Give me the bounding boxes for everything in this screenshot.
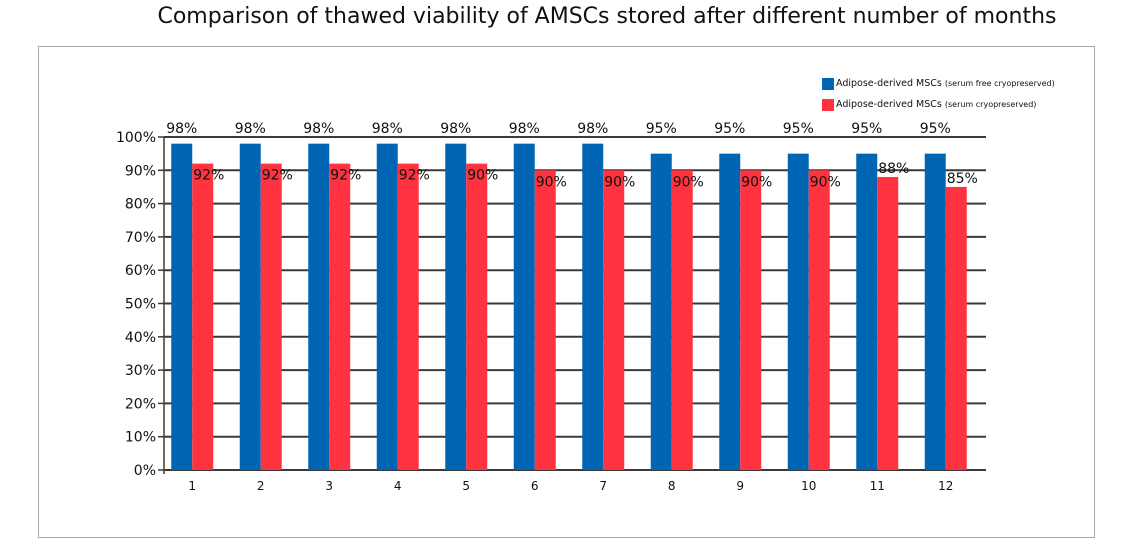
data-label-serum: 90%: [536, 174, 567, 190]
chart-title: Comparison of thawed viability of AMSCs …: [157, 4, 1057, 29]
bar-serum: [945, 186, 967, 470]
legend-swatch-serum: [822, 98, 834, 111]
x-tick-label: 3: [325, 479, 333, 493]
y-tick-label: 100%: [116, 130, 156, 146]
data-label-serum-free: 98%: [166, 121, 197, 137]
bar-serum-free: [924, 153, 946, 470]
bar-serum-free: [787, 153, 809, 470]
bar-serum-free: [719, 153, 741, 470]
x-tick-label: 12: [938, 479, 953, 493]
data-label-serum: 88%: [878, 161, 909, 177]
bar-serum: [397, 163, 419, 470]
x-tick-label: 5: [462, 479, 470, 493]
bar-serum-free: [376, 143, 398, 470]
bar-serum-free: [513, 143, 535, 470]
data-label-serum: 92%: [262, 168, 293, 184]
y-tick-label: 20%: [125, 396, 156, 412]
data-label-serum: 92%: [399, 168, 430, 184]
bar-serum: [808, 170, 830, 471]
x-tick-label: 7: [599, 479, 607, 493]
x-tick-label: 6: [531, 479, 539, 493]
y-tick-label: 70%: [125, 230, 156, 246]
bar-serum: [260, 163, 282, 470]
data-label-serum-free: 95%: [783, 121, 814, 137]
data-label-serum-free: 98%: [235, 121, 266, 137]
legend: Adipose-derived MSCs (serum free cryopre…: [822, 73, 1055, 115]
legend-item-serum-free: Adipose-derived MSCs (serum free cryopre…: [822, 73, 1055, 94]
bar-serum: [466, 163, 488, 470]
bar-serum-free: [171, 143, 193, 470]
bar-serum-free: [239, 143, 261, 470]
bar-serum-free: [650, 153, 672, 470]
data-label-serum: 92%: [193, 168, 224, 184]
data-label-serum: 90%: [673, 174, 704, 190]
data-label-serum-free: 95%: [714, 121, 745, 137]
y-tick-label: 80%: [125, 197, 156, 213]
bar-serum: [603, 170, 625, 471]
x-tick-label: 10: [801, 479, 816, 493]
data-label-serum-free: 98%: [577, 121, 608, 137]
x-tick-label: 2: [257, 479, 265, 493]
y-tick-label: 40%: [125, 330, 156, 346]
bar-serum: [534, 170, 556, 471]
data-label-serum-free: 95%: [646, 121, 677, 137]
y-tick-label: 0%: [134, 463, 156, 479]
y-tick-label: 60%: [125, 263, 156, 279]
bar-serum: [740, 170, 762, 471]
y-tick-label: 30%: [125, 363, 156, 379]
data-label-serum: 90%: [467, 168, 498, 184]
data-label-serum: 85%: [947, 171, 978, 187]
data-label-serum: 90%: [810, 174, 841, 190]
bar-serum-free: [856, 153, 878, 470]
legend-swatch-serum-free: [822, 77, 834, 90]
data-label-serum-free: 98%: [509, 121, 540, 137]
x-tick-label: 1: [188, 479, 196, 493]
bar-serum-free: [445, 143, 467, 470]
data-label-serum-free: 95%: [851, 121, 882, 137]
y-tick-label: 50%: [125, 297, 156, 313]
y-tick-label: 10%: [125, 430, 156, 446]
data-label-serum-free: 95%: [920, 121, 951, 137]
bar-serum: [192, 163, 214, 470]
legend-item-serum: Adipose-derived MSCs (serum cryopreserve…: [822, 94, 1055, 115]
data-label-serum-free: 98%: [372, 121, 403, 137]
bar-serum-free: [582, 143, 604, 470]
bar-serum-free: [308, 143, 330, 470]
bar-serum: [877, 176, 899, 470]
data-label-serum-free: 98%: [440, 121, 471, 137]
bar-serum: [671, 170, 693, 471]
x-tick-label: 8: [668, 479, 676, 493]
data-label-serum: 90%: [604, 174, 635, 190]
x-tick-label: 4: [394, 479, 402, 493]
x-tick-label: 11: [870, 479, 885, 493]
data-label-serum: 90%: [741, 174, 772, 190]
chart-frame: [38, 46, 1095, 538]
legend-label-serum-free: Adipose-derived MSCs (serum free cryopre…: [836, 78, 1055, 89]
y-tick-label: 90%: [125, 163, 156, 179]
data-label-serum: 92%: [330, 168, 361, 184]
bar-serum: [329, 163, 351, 470]
legend-label-serum: Adipose-derived MSCs (serum cryopreserve…: [836, 99, 1037, 110]
data-label-serum-free: 98%: [303, 121, 334, 137]
x-tick-label: 9: [736, 479, 744, 493]
